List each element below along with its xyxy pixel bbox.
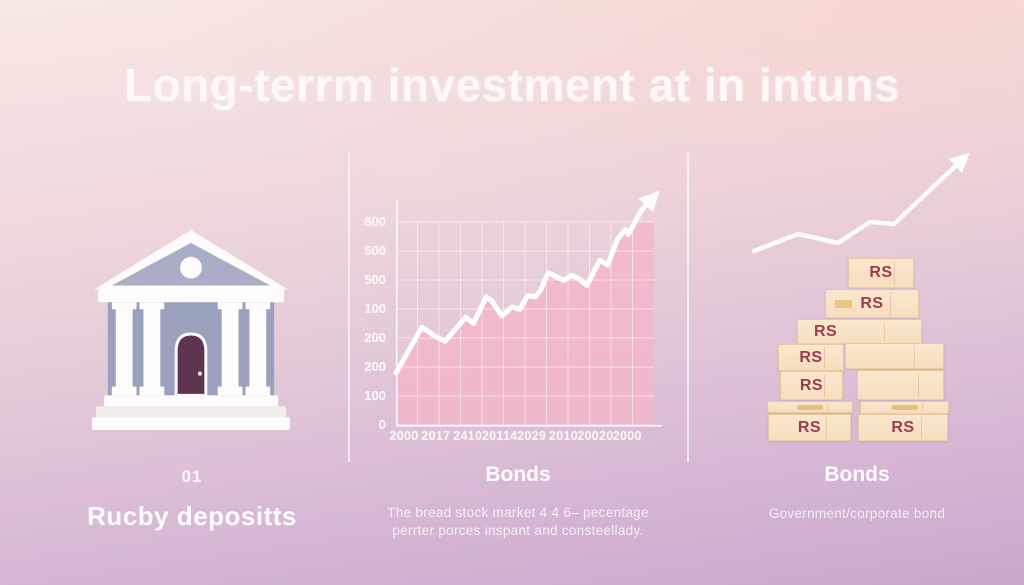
bond-box-seam [893, 261, 895, 285]
bond-box-seam [913, 346, 915, 366]
bond-box-dash [797, 404, 823, 410]
y-tick-label: 200 [364, 359, 386, 374]
y-tick-label: 100 [364, 301, 386, 316]
y-tick-label: 0 [378, 417, 386, 432]
bond-box-label: RS [814, 322, 838, 340]
x-tick-label: 2017 [421, 429, 451, 443]
stock-growth-area-chart [393, 190, 662, 427]
deposits-label: Rucby depositts [87, 501, 297, 531]
bond-box: RS [778, 344, 844, 371]
bond-box: RS [797, 319, 922, 344]
bond-box: RS [825, 289, 919, 318]
bond-box-label: RS [891, 418, 915, 436]
column-divider-left [348, 152, 350, 462]
x-tick-label: 2000 [612, 429, 642, 443]
bond-box-seam [826, 404, 828, 410]
x-tick-label: 2029 [517, 429, 547, 443]
y-tick-label: 800 [364, 214, 386, 229]
bond-box-seam [825, 417, 827, 438]
bond-box-dash [891, 405, 918, 410]
bond-box: RS [780, 371, 843, 400]
growth-arrow-icon [751, 152, 970, 254]
bond-box-seam [823, 347, 825, 368]
x-tick-label: 2410 [453, 429, 483, 443]
chart-x-axis-labels: 2000 2017 2410 20114 2029 2010 20020 2000 [389, 429, 676, 447]
bond-box [845, 343, 944, 369]
bond-box-label: RS [860, 294, 884, 312]
bond-box-label: RS [869, 264, 893, 281]
y-tick-label: 500 [364, 272, 386, 287]
bond-boxes-stack: RS RS RS RS RS RS RS [740, 250, 980, 445]
x-tick-label: 2000 [389, 429, 419, 443]
stocks-description-line2: perrter porces inspant and consteellady. [392, 523, 644, 538]
bond-box-seam [823, 374, 825, 397]
deposits-section-number: 01 [181, 467, 203, 486]
y-tick-label: 200 [364, 330, 386, 345]
page-title: Long-terrm investment at in intuns [123, 58, 901, 111]
x-tick-label: 20114 [481, 429, 518, 443]
bank-door [174, 332, 208, 397]
bond-box-seam [890, 292, 892, 315]
bond-box [857, 370, 944, 400]
bond-box-label: RS [799, 348, 823, 366]
bond-box: RS [848, 258, 914, 288]
bond-box-label: RS [799, 376, 824, 394]
stocks-description-line1: The bread stock market 4 4 6– pecentage [387, 505, 649, 520]
bond-box [767, 401, 853, 413]
stocks-heading: Bonds [485, 463, 551, 486]
x-tick-label: 2010 [548, 429, 578, 443]
bond-box-seam [884, 322, 886, 341]
column-divider-right [687, 152, 689, 462]
bond-box-seam [921, 404, 923, 411]
bonds-heading: Bonds [824, 463, 890, 486]
bond-box-seam [917, 373, 919, 397]
bond-box-tab [835, 299, 852, 308]
bond-box-seam [920, 417, 922, 438]
y-tick-label: 500 [364, 243, 386, 258]
chart-y-axis-labels: 800 500 500 100 200 200 100 0 [346, 190, 390, 440]
bond-box: RS [858, 414, 948, 441]
bond-box [860, 401, 949, 414]
bond-box-label: RS [797, 418, 822, 436]
bank-icon [92, 230, 290, 431]
y-tick-label: 100 [364, 388, 386, 403]
x-tick-label: 20020 [577, 429, 614, 443]
bonds-description: Government/corporate bond [768, 506, 946, 521]
bond-box: RS [768, 414, 851, 441]
